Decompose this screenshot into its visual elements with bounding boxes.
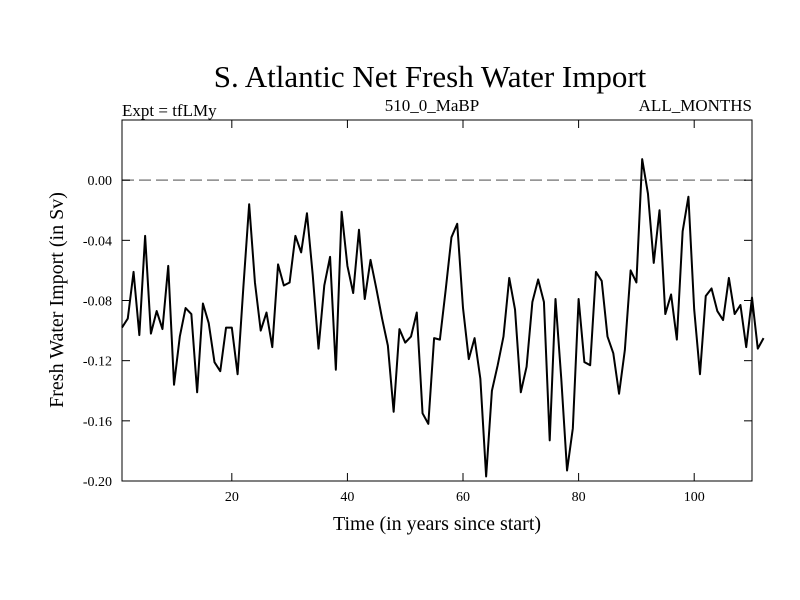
y-tick-label: -0.04 [83, 234, 112, 249]
x-tick-label: 100 [684, 490, 705, 505]
x-tick-label: 80 [572, 490, 586, 505]
y-tick-label: -0.12 [83, 355, 112, 370]
subtitle-period: 510_0_MaBP [385, 96, 479, 115]
y-axis-label: Fresh Water Import (in Sv) [46, 192, 68, 408]
series-line-fresh-water-import [121, 158, 765, 478]
y-tick-label: -0.20 [83, 475, 112, 490]
subtitle-months: ALL_MONTHS [639, 96, 752, 115]
y-tick-label: -0.16 [83, 415, 112, 430]
y-tick-label: 0.00 [88, 174, 113, 189]
x-tick-label: 40 [340, 490, 354, 505]
subtitle-experiment: Expt = tfLMy [122, 101, 217, 120]
x-axis-label: Time (in years since start) [333, 513, 541, 535]
chart-title: S. Atlantic Net Fresh Water Import [214, 59, 647, 94]
y-tick-label: -0.08 [83, 295, 112, 310]
x-tick-label: 20 [225, 490, 239, 505]
plot-frame [121, 119, 753, 482]
x-tick-label: 60 [456, 490, 470, 505]
